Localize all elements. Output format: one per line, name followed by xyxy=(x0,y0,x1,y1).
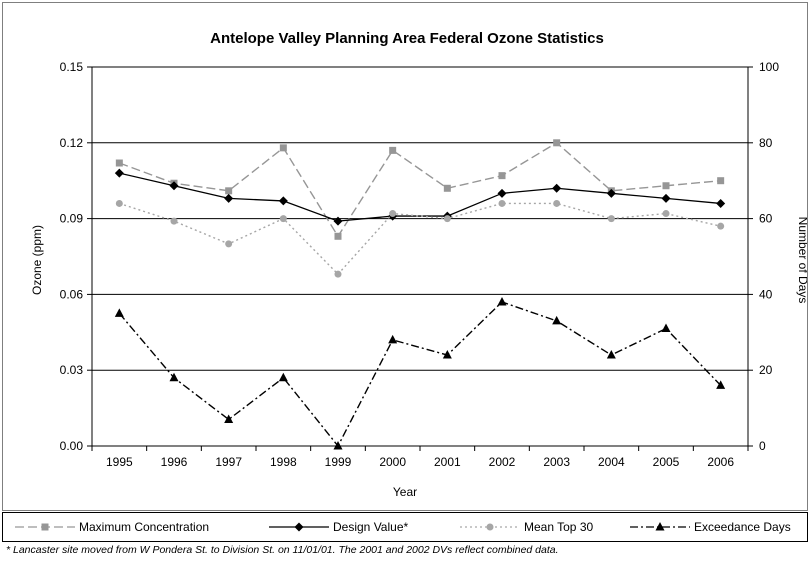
y2-tick-label: 60 xyxy=(759,212,773,226)
x-tick-label: 2005 xyxy=(653,455,680,469)
footnote: * Lancaster site moved from W Pondera St… xyxy=(6,544,559,556)
x-axis-title: Year xyxy=(393,485,417,499)
series-line-design-value xyxy=(119,172,721,222)
y2-tick-label: 0 xyxy=(759,439,766,453)
data-point-mean-top-30 xyxy=(498,199,506,207)
x-tick-label: 2002 xyxy=(489,455,516,469)
data-point-exceedance-days xyxy=(716,380,726,389)
plot-border xyxy=(91,66,749,447)
legend-label-mean-top-30: Mean Top 30 xyxy=(524,520,593,534)
data-point-maximum-concentration xyxy=(443,184,451,192)
data-point-maximum-concentration xyxy=(662,182,670,190)
chart-title: Antelope Valley Planning Area Federal Oz… xyxy=(210,30,604,47)
chart-frame: Antelope Valley Planning Area Federal Oz… xyxy=(2,2,810,511)
legend-marker-mean-top-30 xyxy=(486,523,494,531)
y-tick-label: 0.00 xyxy=(60,439,84,453)
data-point-maximum-concentration xyxy=(225,187,233,195)
data-point-mean-top-30 xyxy=(553,199,561,207)
data-point-mean-top-30 xyxy=(607,215,615,223)
y-tick-label: 0.09 xyxy=(60,212,84,226)
data-point-maximum-concentration xyxy=(553,139,561,147)
data-point-design-value xyxy=(716,198,726,208)
legend-label-exceedance-days: Exceedance Days xyxy=(694,520,791,534)
series-line-maximum-concentration xyxy=(119,141,721,238)
data-point-exceedance-days xyxy=(169,372,179,382)
y2-axis-title: Number of Days xyxy=(796,217,807,304)
x-tick-label: 2004 xyxy=(598,455,625,469)
data-point-design-value xyxy=(278,196,288,206)
series-line-mean-top-30 xyxy=(119,202,721,276)
y-tick-label: 0.12 xyxy=(60,136,84,150)
data-point-mean-top-30 xyxy=(115,199,123,207)
y2-tick-label: 20 xyxy=(759,363,773,377)
x-tick-label: 1999 xyxy=(325,455,352,469)
x-tick-label: 1997 xyxy=(215,455,242,469)
data-point-mean-top-30 xyxy=(334,270,342,278)
data-point-maximum-concentration xyxy=(279,144,287,152)
data-point-mean-top-30 xyxy=(389,210,397,218)
data-point-exceedance-days xyxy=(661,323,671,333)
x-tick-label: 2003 xyxy=(543,455,570,469)
data-point-design-value xyxy=(224,193,234,203)
legend: Maximum Concentration Design Value* Mean T… xyxy=(2,512,808,542)
data-point-design-value xyxy=(333,216,343,226)
data-point-mean-top-30 xyxy=(279,215,287,223)
plot-area: 0.00 0 0.03 20 0.06 40 0.09 60 0.12 80 0.15 100 1995… xyxy=(60,60,780,469)
data-point-mean-top-30 xyxy=(662,210,670,218)
data-point-mean-top-30 xyxy=(717,222,725,230)
x-tick-label: 2000 xyxy=(379,455,406,469)
data-point-design-value xyxy=(169,181,179,191)
x-tick-label: 1996 xyxy=(161,455,188,469)
data-point-exceedance-days xyxy=(606,350,616,359)
data-point-maximum-concentration xyxy=(115,159,123,167)
legend-marker-maximum-concentration xyxy=(41,523,49,531)
data-point-exceedance-days xyxy=(114,308,124,317)
data-point-design-value xyxy=(661,193,671,203)
data-point-exceedance-days xyxy=(388,334,398,344)
y2-tick-label: 40 xyxy=(759,287,773,301)
data-point-mean-top-30 xyxy=(443,215,451,223)
data-point-mean-top-30 xyxy=(170,217,178,225)
x-tick-label: 1995 xyxy=(106,455,133,469)
series-line-exceedance-days xyxy=(118,301,722,448)
chart-svg: Antelope Valley Planning Area Federal Oz… xyxy=(30,30,810,499)
y-tick-label: 0.03 xyxy=(60,363,84,377)
legend-marker-exceedance-days xyxy=(655,522,665,531)
y2-tick-label: 100 xyxy=(759,60,779,74)
data-point-design-value xyxy=(606,188,616,198)
x-tick-label: 2001 xyxy=(434,455,461,469)
legend-marker-design-value xyxy=(294,522,304,532)
y-axis-title: Ozone (ppm) xyxy=(30,225,44,295)
y-tick-label: 0.06 xyxy=(60,287,84,301)
data-point-design-value xyxy=(552,183,562,193)
data-point-maximum-concentration xyxy=(717,177,725,185)
y2-tick-label: 80 xyxy=(759,136,773,150)
x-tick-label: 1998 xyxy=(270,455,297,469)
y-tick-label: 0.15 xyxy=(60,60,84,74)
legend-label-maximum-concentration: Maximum Concentration xyxy=(79,520,209,534)
data-point-exceedance-days xyxy=(333,441,343,450)
data-point-maximum-concentration xyxy=(334,232,342,240)
data-point-maximum-concentration xyxy=(389,146,397,154)
data-point-exceedance-days xyxy=(497,296,507,306)
data-point-design-value xyxy=(114,168,124,178)
x-tick-label: 2006 xyxy=(707,455,734,469)
data-point-design-value xyxy=(497,188,507,198)
legend-label-design-value: Design Value* xyxy=(333,520,408,534)
data-point-exceedance-days xyxy=(442,350,452,359)
data-point-maximum-concentration xyxy=(498,172,506,180)
data-point-exceedance-days xyxy=(224,414,234,423)
legend-svg: Maximum Concentration Design Value* Mean T… xyxy=(15,520,791,534)
data-point-exceedance-days xyxy=(278,372,288,382)
data-point-exceedance-days xyxy=(552,315,562,325)
data-point-mean-top-30 xyxy=(225,240,233,248)
